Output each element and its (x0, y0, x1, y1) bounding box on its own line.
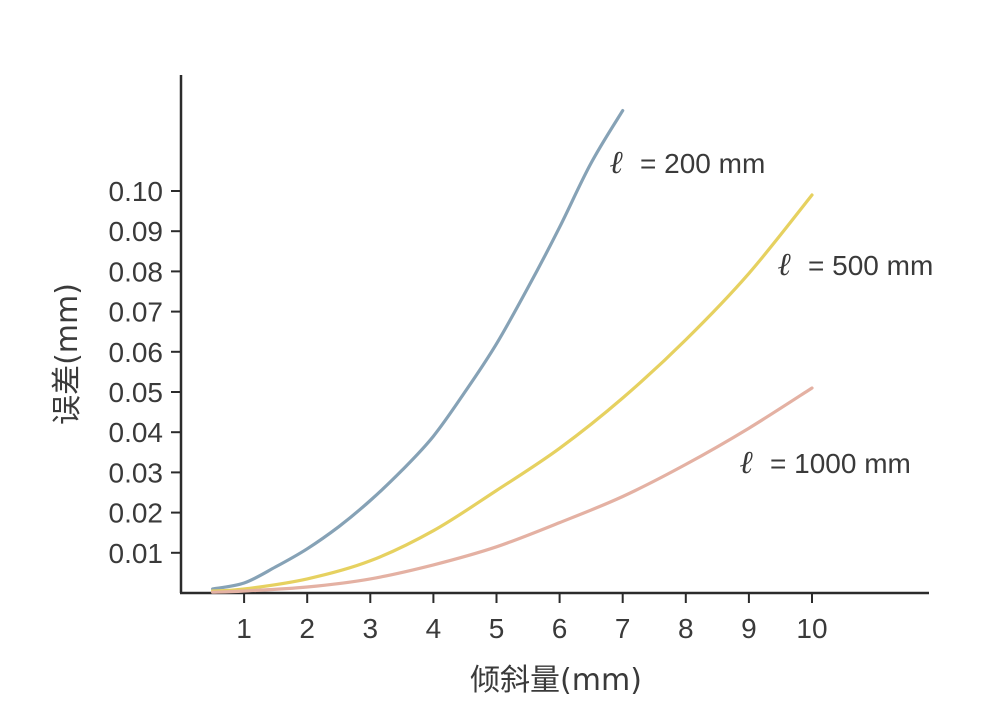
x-tick-label: 8 (678, 613, 694, 644)
y-tick-label: 0.03 (109, 457, 164, 488)
series-line-2 (211, 386, 814, 594)
series-line-0 (211, 109, 625, 591)
x-tick-label: 3 (363, 613, 379, 644)
y-axis-title: 误差(mm) (50, 283, 85, 425)
series-name: = 1000 mm (770, 448, 911, 479)
x-tick-label: 4 (426, 613, 442, 644)
x-tick-label: 5 (489, 613, 505, 644)
x-tick-label: 2 (299, 613, 315, 644)
series-lines (211, 109, 814, 594)
series-name: = 200 mm (640, 148, 765, 179)
series-l-symbol: ℓ (740, 443, 754, 481)
y-tick-label: 0.10 (109, 176, 164, 207)
axes (179, 75, 929, 595)
x-axis-title: 倾斜量(mm) (470, 663, 642, 698)
x-tick-label: 10 (796, 613, 827, 644)
y-tick-label: 0.08 (109, 256, 164, 287)
x-tick-label: 1 (236, 613, 252, 644)
x-ticks: 1 2 3 4 5 6 7 8 9 10 (236, 593, 828, 644)
y-tick-label: 0.09 (109, 216, 164, 247)
y-tick-label: 0.06 (109, 337, 164, 368)
y-tick-label: 0.07 (109, 297, 164, 328)
y-ticks: 0.01 0.02 0.03 0.04 0.05 0.06 0.07 0.08 0.09 0.10 (109, 176, 181, 569)
y-tick-label: 0.02 (109, 498, 164, 529)
series-labels: ℓ = 200 mm ℓ = 500 mm ℓ = 1000 mm (610, 143, 933, 481)
y-tick-label: 0.04 (109, 417, 164, 448)
series-name: = 500 mm (808, 250, 933, 281)
x-tick-label: 6 (552, 613, 568, 644)
series-label-1: ℓ = 500 mm (778, 245, 933, 283)
series-label-0: ℓ = 200 mm (610, 143, 765, 181)
series-l-symbol: ℓ (778, 245, 792, 283)
series-label-2: ℓ = 1000 mm (740, 443, 911, 481)
x-tick-label: 7 (615, 613, 631, 644)
series-l-symbol: ℓ (610, 143, 624, 181)
y-tick-label: 0.05 (109, 377, 164, 408)
x-tick-label: 9 (741, 613, 757, 644)
y-tick-label: 0.01 (109, 538, 164, 569)
series-line-1 (211, 193, 814, 593)
